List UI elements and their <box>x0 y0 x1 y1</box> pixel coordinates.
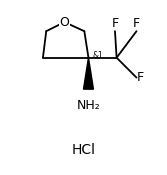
Text: F: F <box>111 16 119 30</box>
Text: &1: &1 <box>93 51 103 60</box>
Polygon shape <box>84 58 94 89</box>
Text: O: O <box>59 16 69 29</box>
Text: HCl: HCl <box>71 144 96 158</box>
Text: F: F <box>133 16 140 30</box>
Text: NH₂: NH₂ <box>77 99 100 112</box>
Text: F: F <box>136 71 144 84</box>
